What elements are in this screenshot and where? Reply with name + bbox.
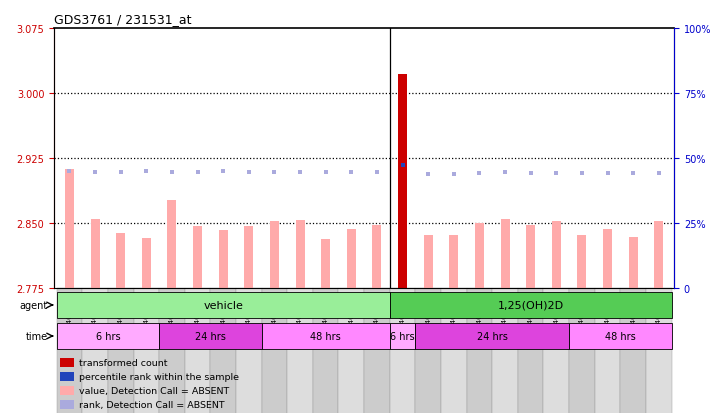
Bar: [313, 288, 338, 413]
Text: GDS3761 / 231531_at: GDS3761 / 231531_at: [54, 13, 192, 26]
Text: 24 hrs: 24 hrs: [477, 331, 508, 341]
Bar: [116, 234, 125, 288]
Bar: [57, 323, 159, 349]
Bar: [193, 226, 202, 288]
Bar: [133, 288, 159, 413]
Bar: [296, 221, 304, 288]
Bar: [185, 288, 211, 413]
Bar: [569, 288, 595, 413]
Bar: [61, 386, 74, 395]
Bar: [526, 225, 535, 288]
Bar: [449, 235, 459, 288]
Bar: [441, 288, 466, 413]
Bar: [500, 219, 510, 288]
Bar: [466, 288, 492, 413]
Bar: [61, 400, 74, 409]
Text: rank, Detection Call = ABSENT: rank, Detection Call = ABSENT: [79, 400, 224, 409]
Bar: [654, 222, 663, 288]
Bar: [424, 235, 433, 288]
Bar: [646, 288, 671, 413]
Bar: [270, 222, 279, 288]
Bar: [544, 288, 569, 413]
Bar: [569, 323, 671, 349]
Bar: [108, 288, 133, 413]
Bar: [262, 323, 390, 349]
Text: time: time: [25, 331, 48, 341]
Bar: [373, 225, 381, 288]
Text: agent: agent: [19, 300, 48, 310]
Bar: [595, 288, 620, 413]
Bar: [61, 372, 74, 381]
Bar: [82, 288, 108, 413]
Text: 6 hrs: 6 hrs: [390, 331, 415, 341]
Bar: [390, 288, 415, 413]
Bar: [244, 226, 253, 288]
Bar: [364, 288, 390, 413]
Bar: [159, 288, 185, 413]
Bar: [475, 223, 484, 288]
Text: 48 hrs: 48 hrs: [605, 331, 636, 341]
Bar: [338, 288, 364, 413]
Text: 6 hrs: 6 hrs: [96, 331, 120, 341]
Bar: [321, 239, 330, 288]
Bar: [211, 288, 236, 413]
Bar: [91, 219, 99, 288]
Bar: [492, 288, 518, 413]
Bar: [415, 323, 569, 349]
Bar: [61, 358, 74, 368]
Bar: [398, 75, 407, 288]
Bar: [159, 323, 262, 349]
Bar: [65, 170, 74, 288]
Bar: [518, 288, 544, 413]
Text: value, Detection Call = ABSENT: value, Detection Call = ABSENT: [79, 386, 229, 395]
Bar: [167, 200, 177, 288]
Bar: [236, 288, 262, 413]
Bar: [262, 288, 287, 413]
Bar: [347, 230, 355, 288]
Bar: [552, 222, 561, 288]
Bar: [620, 288, 646, 413]
Bar: [390, 292, 671, 318]
Bar: [390, 323, 415, 349]
Bar: [57, 292, 390, 318]
Text: 24 hrs: 24 hrs: [195, 331, 226, 341]
Text: 48 hrs: 48 hrs: [310, 331, 341, 341]
Bar: [415, 288, 441, 413]
Text: vehicle: vehicle: [203, 300, 243, 310]
Bar: [603, 230, 612, 288]
Bar: [57, 288, 82, 413]
Text: percentile rank within the sample: percentile rank within the sample: [79, 372, 239, 381]
Bar: [218, 230, 228, 288]
Text: 1,25(OH)2D: 1,25(OH)2D: [497, 300, 564, 310]
Bar: [578, 235, 586, 288]
Bar: [142, 238, 151, 288]
Bar: [629, 237, 637, 288]
Text: transformed count: transformed count: [79, 358, 167, 367]
Bar: [287, 288, 313, 413]
